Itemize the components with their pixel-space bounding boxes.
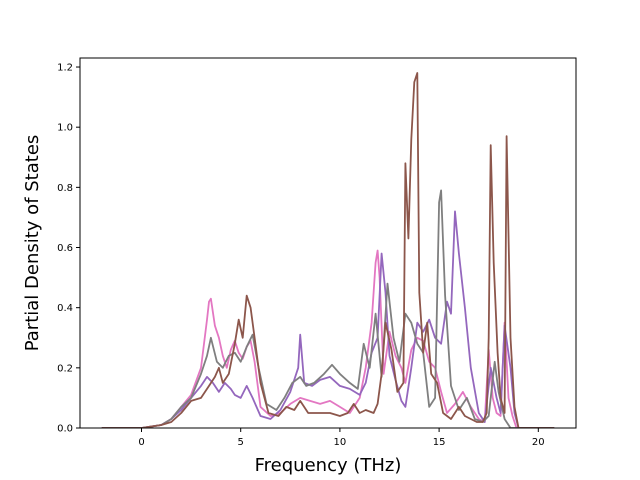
y-tick-label: 1.2 [57,63,73,74]
plot-frame [79,57,577,429]
x-tick-label: 15 [433,437,446,448]
x-axis-label: Frequency (THz) [255,455,402,476]
series-line-4 [101,72,555,428]
y-tick-label: 0.2 [57,363,73,374]
y-tick-label: 0.0 [57,424,73,435]
y-axis-label: Partial Density of States [22,135,43,352]
series-layer [101,72,555,428]
series-line-1 [101,249,555,428]
y-tick-label: 0.4 [57,303,73,314]
x-tick-label: 10 [334,437,347,448]
series-line-2 [101,210,555,428]
x-tick-label: 20 [532,437,545,448]
series-line-3 [101,189,555,428]
x-axis-ticks: 0 5 10 15 20 [138,428,545,448]
y-tick-label: 0.6 [57,243,73,254]
x-tick-label: 5 [238,437,244,448]
y-axis-ticks: 0.0 0.2 0.4 0.6 0.8 1.0 1.2 [57,63,80,435]
y-tick-label: 1.0 [57,123,73,134]
x-tick-label: 0 [138,437,144,448]
y-tick-label: 0.8 [57,183,73,194]
